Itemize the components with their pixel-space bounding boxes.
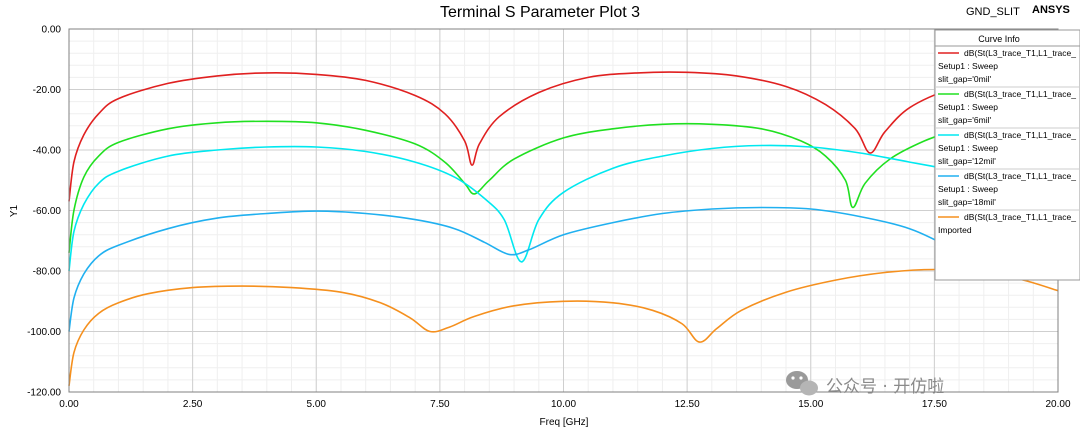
wechat-icon [786,371,818,396]
legend-entry-variation: slit_gap='12mil' [938,156,996,166]
y-tick-label: -60.00 [33,206,62,217]
x-tick-label: 7.50 [430,399,450,410]
x-tick-label: 10.00 [551,399,576,410]
series-line-2[interactable] [68,144,960,272]
legend-entry-setup: Setup1 : Sweep [938,143,998,153]
x-tick-label: 12.50 [675,399,700,410]
legend-entry-setup: Imported [938,225,972,235]
y-tick-label: -100.00 [27,327,61,338]
x-tick-label: 20.00 [1045,399,1070,410]
y-tick-label: -40.00 [33,146,62,157]
legend-entry-setup: Setup1 : Sweep [938,61,998,71]
legend-title: Curve Info [978,34,1020,44]
y-tick-label: 0.00 [42,25,62,36]
series-line-0[interactable] [68,71,984,202]
legend-entry-name: dB(St(L3_trace_T1,L1_trace_ [964,48,1076,58]
y-axis-label: Y1 [9,204,20,217]
legend-entry-name: dB(St(L3_trace_T1,L1_trace_ [964,89,1076,99]
watermark: 公众号 · 开仿啦 [786,371,944,397]
x-tick-label: 5.00 [307,399,327,410]
x-axis-label: Freq [GHz] [540,417,589,428]
legend[interactable]: Curve Info dB(St(L3_trace_T1,L1_trace_ Set… [934,29,1080,281]
chart-title: Terminal S Parameter Plot 3 [440,4,640,21]
legend-entry-variation: slit_gap='0mil' [938,74,991,84]
y-tick-label: -80.00 [33,267,62,278]
legend-entry-name: dB(St(L3_trace_T1,L1_trace_ [964,130,1076,140]
y-tick-label: -20.00 [33,85,62,96]
series-line-3[interactable] [68,206,985,332]
series-line-1[interactable] [68,120,960,253]
legend-entry-name: dB(St(L3_trace_T1,L1_trace_ [964,171,1076,181]
legend-entry-setup: Setup1 : Sweep [938,184,998,194]
x-tick-label: 17.50 [922,399,947,410]
curves [68,71,1059,387]
brand-logo: ANSYS [1032,4,1070,16]
legend-entry-variation: slit_gap='6mil' [938,115,991,125]
legend-box [934,29,1080,281]
design-name: GND_SLIT [966,6,1020,18]
legend-header [936,31,1079,46]
watermark-text: 公众号 · 开仿啦 [826,377,944,397]
legend-entry-setup: Setup1 : Sweep [938,102,998,112]
y-tick-label: -120.00 [27,388,61,399]
legend-entry-variation: slit_gap='18mil' [938,197,996,207]
axis-ticks: 0.00 -20.00 -40.00 -60.00 -80.00 -100.00 -120.… [27,25,1071,411]
legend-entry-name: dB(St(L3_trace_T1,L1_trace_ [964,212,1076,222]
x-tick-label: 15.00 [798,399,823,410]
x-tick-label: 2.50 [183,399,203,410]
x-tick-label: 0.00 [59,399,79,410]
series-line-4[interactable] [68,268,1059,387]
